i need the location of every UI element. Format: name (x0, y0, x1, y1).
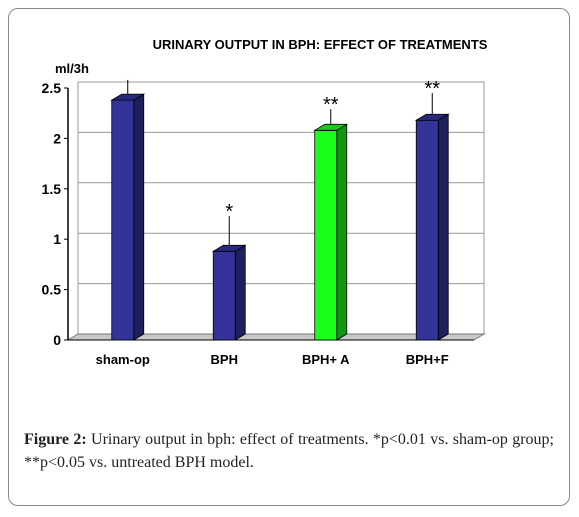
bar-top (313, 123, 349, 131)
bar-top (414, 113, 450, 121)
y-tick-label: 2 (53, 130, 61, 146)
bar-bph-f: ** (414, 78, 450, 341)
y-tick-label: 1.5 (42, 181, 62, 197)
x-category-label: BPH+F (406, 352, 449, 367)
bar-sham-op (110, 79, 146, 341)
y-tick-label: 0 (53, 332, 61, 348)
significance-marker: ** (424, 78, 440, 100)
x-category-label: sham-op (96, 352, 150, 367)
bar-side (234, 244, 246, 341)
bar-chart: URINARY OUTPUT IN BPH: EFFECT OF TREATME… (42, 37, 488, 367)
bar-side (336, 123, 348, 341)
bar-top (211, 244, 247, 252)
caption-text: Urinary output in bph: effect of treatme… (24, 431, 555, 471)
bar-front (314, 129, 338, 341)
bar-side (133, 93, 145, 341)
x-category-label: BPH (211, 352, 238, 367)
x-category-label: BPH+ A (302, 352, 350, 367)
bar-side (437, 113, 449, 341)
bar-bph: * (211, 201, 247, 341)
caption-label: Figure 2: (24, 431, 87, 448)
bar-top (110, 93, 146, 101)
figure-caption: Figure 2: Urinary output in bph: effect … (24, 428, 554, 474)
y-tick-label: 0.5 (42, 282, 62, 298)
bar-front (212, 250, 236, 341)
bar-bph-a: ** (313, 94, 349, 341)
bar-front (111, 99, 135, 341)
y-tick-label: 2.5 (42, 80, 62, 96)
y-tick-label: 1 (53, 231, 61, 247)
chart-title: URINARY OUTPUT IN BPH: EFFECT OF TREATME… (153, 37, 488, 52)
significance-marker: * (225, 201, 233, 223)
y-axis-label: ml/3h (55, 61, 89, 76)
significance-marker: ** (323, 94, 339, 116)
bar-front (415, 119, 439, 341)
